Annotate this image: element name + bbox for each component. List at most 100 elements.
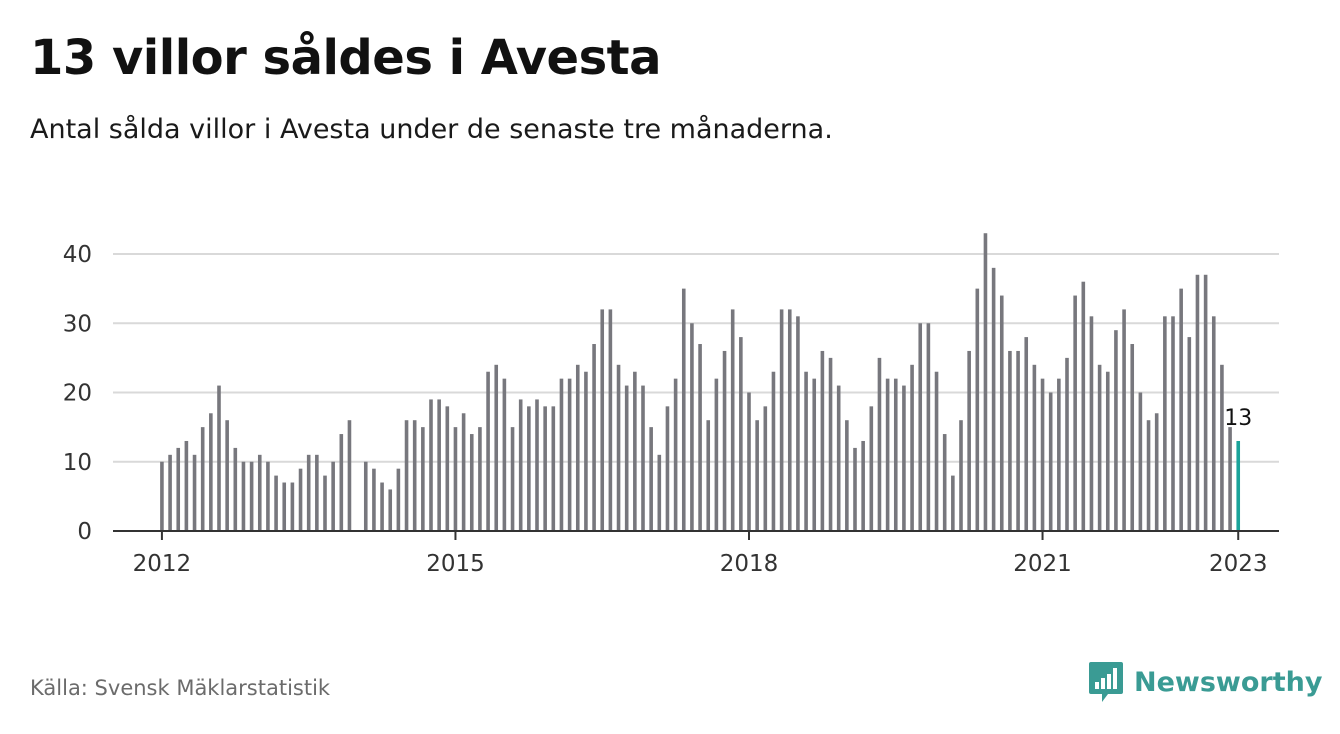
bar [991, 267, 996, 531]
bar [347, 420, 352, 531]
bar [209, 413, 213, 531]
bar [1016, 350, 1020, 531]
bar [690, 323, 694, 531]
x-tick-label: 2012 [133, 551, 192, 577]
bar [274, 475, 278, 531]
chart-subtitle: Antal sålda villor i Avesta under de sen… [30, 114, 833, 145]
bar [266, 461, 270, 531]
bar [323, 475, 327, 531]
bar [225, 420, 229, 531]
bar [1211, 316, 1216, 531]
bar [942, 434, 947, 531]
bar [861, 440, 865, 531]
bar [633, 371, 637, 531]
highlight-bar [1236, 440, 1241, 531]
bar [975, 288, 980, 532]
bar [518, 399, 523, 531]
bar [543, 406, 547, 531]
bar [396, 468, 401, 531]
bar [918, 323, 923, 531]
axes [113, 530, 1279, 540]
bar [461, 413, 466, 531]
bar [486, 371, 490, 531]
bar [1089, 316, 1094, 531]
bar [306, 454, 311, 531]
bar [298, 468, 303, 531]
bar [575, 364, 580, 531]
bar [559, 378, 564, 531]
y-tick-label: 30 [63, 311, 92, 337]
bar [1081, 281, 1086, 531]
bar [787, 309, 792, 531]
bar [999, 295, 1004, 531]
bar [779, 309, 784, 531]
bar [445, 406, 450, 531]
bar [755, 420, 759, 531]
bar [649, 427, 653, 532]
bar [893, 378, 898, 531]
bar [527, 406, 531, 531]
x-tick-label: 2021 [1013, 551, 1072, 577]
bar [429, 399, 433, 531]
bar [910, 364, 914, 531]
grid-lines [113, 253, 1279, 463]
bar [714, 378, 719, 531]
bar [233, 447, 238, 531]
bar [1228, 427, 1232, 532]
bar [983, 233, 988, 532]
bar-chart: 0 10 20 30 40 2012 2015 2018 2021 2023 13 [63, 233, 1279, 577]
bar [1171, 316, 1175, 531]
bar [331, 461, 335, 531]
bar [1032, 364, 1037, 531]
bar [869, 406, 874, 531]
bar [478, 427, 482, 532]
bar [853, 447, 857, 531]
chart-title: 13 villor såldes i Avesta [30, 30, 661, 86]
bar [1154, 413, 1159, 531]
bar [1130, 344, 1135, 531]
bar [339, 434, 344, 531]
bar [698, 344, 702, 531]
bar [372, 468, 376, 531]
bar [217, 385, 221, 531]
bar [241, 461, 246, 531]
newsworthy-logo-text: Newsworthy [1134, 666, 1323, 698]
bar [1065, 357, 1069, 532]
bar [673, 378, 678, 531]
bar [1057, 378, 1061, 531]
bar [624, 385, 629, 531]
bar [160, 461, 164, 531]
bar [747, 392, 751, 531]
bar [412, 420, 417, 531]
bar [608, 309, 613, 531]
bar [1040, 378, 1045, 531]
bar [453, 427, 458, 532]
newsworthy-logo-icon [1089, 662, 1123, 702]
x-tick-label: 2015 [426, 551, 485, 577]
bar [1146, 420, 1151, 531]
bar [1138, 392, 1143, 531]
bar [1048, 392, 1053, 531]
bars [160, 233, 1241, 532]
bar [551, 406, 556, 531]
bar [168, 454, 172, 531]
bar [469, 434, 474, 531]
bar [902, 385, 906, 531]
bar [763, 406, 768, 531]
bar [437, 399, 441, 531]
bar [641, 385, 645, 531]
bar [1024, 337, 1029, 531]
highlight-value-label: 13 [1224, 406, 1252, 431]
bar [257, 454, 262, 531]
bar [845, 420, 849, 531]
bar [1187, 337, 1192, 531]
y-tick-label: 10 [63, 450, 92, 476]
bar [502, 378, 507, 531]
bar [926, 323, 931, 531]
x-tick-label: 2023 [1209, 551, 1268, 577]
bar [616, 364, 621, 531]
bar [535, 399, 539, 531]
bar [657, 454, 662, 531]
bar [584, 371, 588, 531]
bar [1008, 350, 1012, 531]
